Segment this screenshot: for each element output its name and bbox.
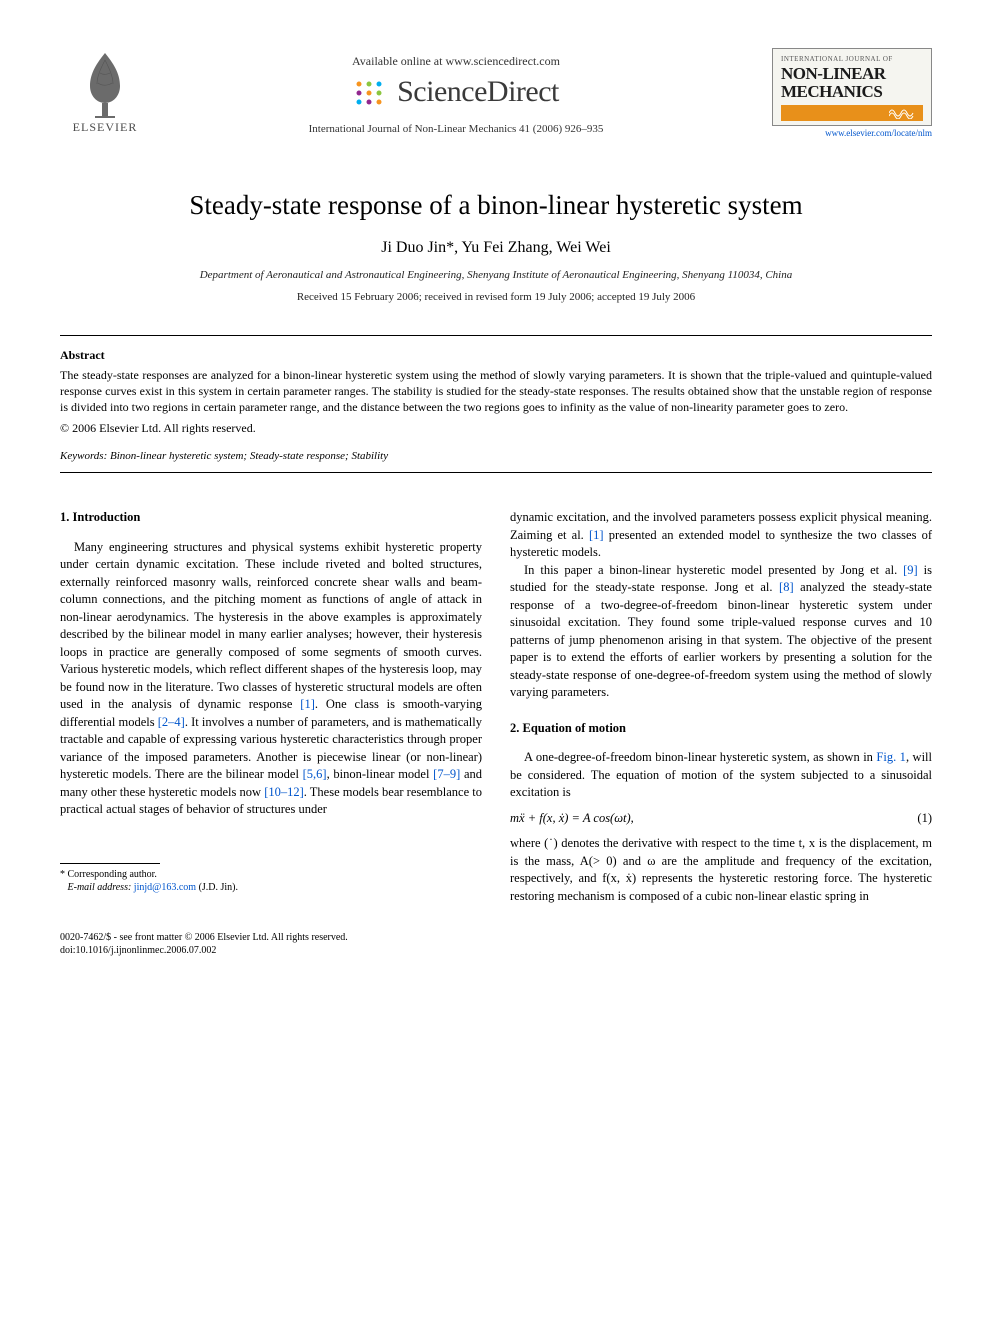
ref-link-1b[interactable]: [1] xyxy=(589,528,604,542)
email-suffix: (J.D. Jin). xyxy=(196,882,238,893)
ref-link-9[interactable]: [9] xyxy=(903,563,918,577)
equation-1: mẍ + f(x, ẋ) = A cos(ωt), (1) xyxy=(510,810,932,828)
eqmotion-paragraph-2: where (˙) denotes the derivative with re… xyxy=(510,835,932,905)
ref-link-10-12[interactable]: [10–12] xyxy=(264,785,304,799)
cover-bar-waves-icon xyxy=(889,107,917,119)
authors-text: Ji Duo Jin*, Yu Fei Zhang, Wei Wei xyxy=(381,239,611,256)
eqmotion-paragraph-1: A one-degree-of-freedom binon-linear hys… xyxy=(510,749,932,802)
intro-p3a: In this paper a binon-linear hysteretic … xyxy=(524,563,903,577)
ref-link-8[interactable]: [8] xyxy=(779,580,794,594)
left-column: 1. Introduction Many engineering structu… xyxy=(60,509,482,905)
sciencedirect-text: ScienceDirect xyxy=(397,75,559,109)
footer-line-1: 0020-7462/$ - see front matter © 2006 El… xyxy=(60,931,932,944)
fig1-link[interactable]: Fig. 1 xyxy=(876,750,906,764)
email-label: E-mail address: xyxy=(68,882,132,893)
intro-p3c: analyzed the steady-state response of a … xyxy=(510,580,932,699)
article-dates: Received 15 February 2006; received in r… xyxy=(60,291,932,303)
keywords-text: Binon-linear hysteretic system; Steady-s… xyxy=(107,450,388,462)
intro-paragraph-2: dynamic excitation, and the involved par… xyxy=(510,509,932,562)
section-2-heading: 2. Equation of motion xyxy=(510,720,932,738)
keywords-label: Keywords: xyxy=(60,450,107,462)
footnote-rule xyxy=(60,863,160,864)
sciencedirect-logo: ScienceDirect xyxy=(353,75,559,109)
journal-cover-title-1: NON-LINEAR xyxy=(781,65,923,83)
intro-paragraph-3: In this paper a binon-linear hysteretic … xyxy=(510,562,932,702)
article-title: Steady-state response of a binon-linear … xyxy=(60,190,932,221)
affiliation: Department of Aeronautical and Astronaut… xyxy=(60,269,932,281)
footnote-block: * Corresponding author. E-mail address: … xyxy=(60,868,482,894)
eqm-p1a: A one-degree-of-freedom binon-linear hys… xyxy=(524,750,876,764)
abstract-copyright: © 2006 Elsevier Ltd. All rights reserved… xyxy=(60,421,932,436)
journal-cover-block: INTERNATIONAL JOURNAL OF NON-LINEAR MECH… xyxy=(762,48,932,138)
ref-link-1[interactable]: [1] xyxy=(300,697,315,711)
rule-above-abstract xyxy=(60,335,932,336)
section-1-heading: 1. Introduction xyxy=(60,509,482,527)
journal-homepage-link[interactable]: www.elsevier.com/locate/nlm xyxy=(825,128,932,138)
footer: 0020-7462/$ - see front matter © 2006 El… xyxy=(60,931,932,957)
ref-link-2-4[interactable]: [2–4] xyxy=(158,715,185,729)
body-columns: 1. Introduction Many engineering structu… xyxy=(60,509,932,905)
journal-cover-bar xyxy=(781,105,923,121)
intro-paragraph-1: Many engineering structures and physical… xyxy=(60,539,482,819)
ref-link-7-9[interactable]: [7–9] xyxy=(433,767,460,781)
email-line: E-mail address: jinjd@163.com (J.D. Jin)… xyxy=(60,881,482,894)
rule-below-keywords xyxy=(60,472,932,473)
right-column: dynamic excitation, and the involved par… xyxy=(510,509,932,905)
email-link[interactable]: jinjd@163.com xyxy=(134,882,196,893)
equation-1-body: mẍ + f(x, ẋ) = A cos(ωt), xyxy=(510,810,634,828)
elsevier-logo-block: ELSEVIER xyxy=(60,48,150,135)
page-header: ELSEVIER Available online at www.science… xyxy=(60,48,932,138)
elsevier-label: ELSEVIER xyxy=(73,120,138,135)
abstract-label: Abstract xyxy=(60,348,932,363)
elsevier-tree-icon xyxy=(75,48,135,118)
header-center: Available online at www.sciencedirect.co… xyxy=(150,54,762,135)
corresponding-author: * Corresponding author. xyxy=(60,868,482,881)
authors: Ji Duo Jin*, Yu Fei Zhang, Wei Wei xyxy=(60,239,932,257)
abstract-body: The steady-state responses are analyzed … xyxy=(60,367,932,416)
intro-p1a: Many engineering structures and physical… xyxy=(60,540,482,712)
footer-line-2: doi:10.1016/j.ijnonlinmec.2006.07.002 xyxy=(60,944,932,957)
journal-cover: INTERNATIONAL JOURNAL OF NON-LINEAR MECH… xyxy=(772,48,932,126)
sd-dots-icon xyxy=(353,78,389,106)
journal-cover-small-text: INTERNATIONAL JOURNAL OF xyxy=(781,55,923,63)
journal-citation: International Journal of Non-Linear Mech… xyxy=(309,123,604,135)
journal-cover-title-2: MECHANICS xyxy=(781,83,923,101)
keywords: Keywords: Binon-linear hysteretic system… xyxy=(60,450,932,462)
equation-1-number: (1) xyxy=(917,810,932,828)
intro-p1d: , binon-linear model xyxy=(327,767,434,781)
available-online-text: Available online at www.sciencedirect.co… xyxy=(352,54,560,69)
ref-link-5-6[interactable]: [5,6] xyxy=(303,767,327,781)
